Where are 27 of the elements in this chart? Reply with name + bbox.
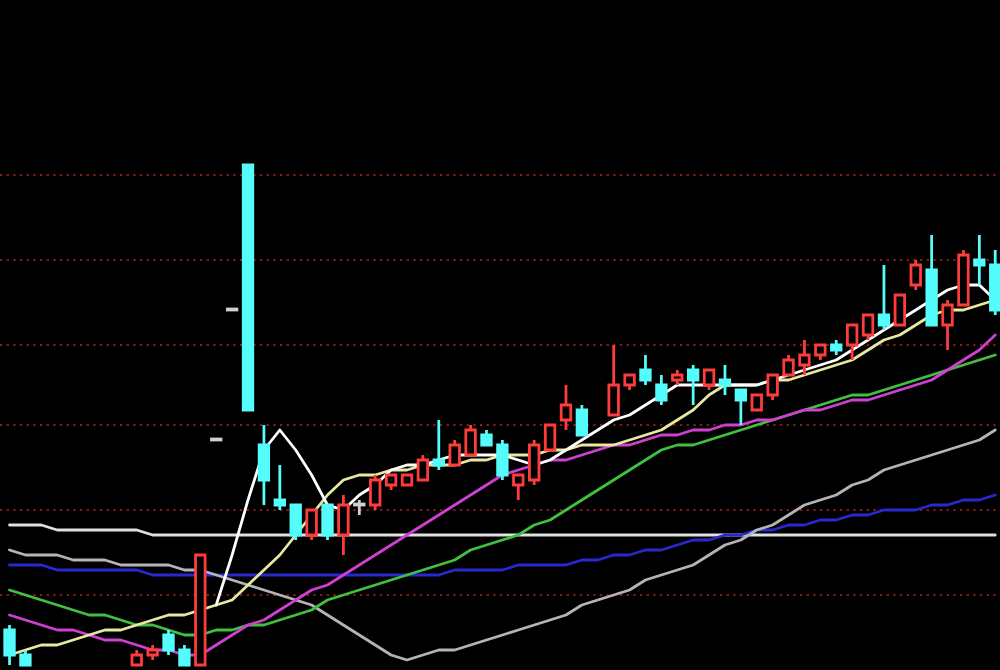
candlestick (734, 388, 748, 427)
candlestick (861, 313, 875, 342)
candlestick (432, 418, 445, 472)
candlestick (909, 258, 922, 292)
candlestick (512, 473, 525, 502)
candlestick (655, 373, 668, 407)
candlestick (289, 503, 302, 542)
candlestick (337, 493, 350, 557)
candlestick (273, 463, 286, 512)
candlestick (575, 403, 589, 437)
candlestick (973, 233, 986, 287)
candlestick (416, 453, 430, 482)
candlestick (639, 353, 652, 387)
candlestick (528, 438, 541, 487)
candlestick (321, 503, 334, 542)
candlestick (702, 368, 716, 392)
candlestick (257, 423, 271, 507)
candlestick (718, 363, 732, 397)
candlestick (893, 293, 906, 327)
candlestick (305, 508, 318, 542)
candlestick (543, 423, 557, 452)
candlestick (369, 473, 382, 512)
candlestick (877, 263, 891, 332)
candlestick (687, 363, 700, 407)
candlestick (845, 323, 859, 362)
candlestick (989, 248, 1000, 317)
candlestick (559, 383, 573, 432)
